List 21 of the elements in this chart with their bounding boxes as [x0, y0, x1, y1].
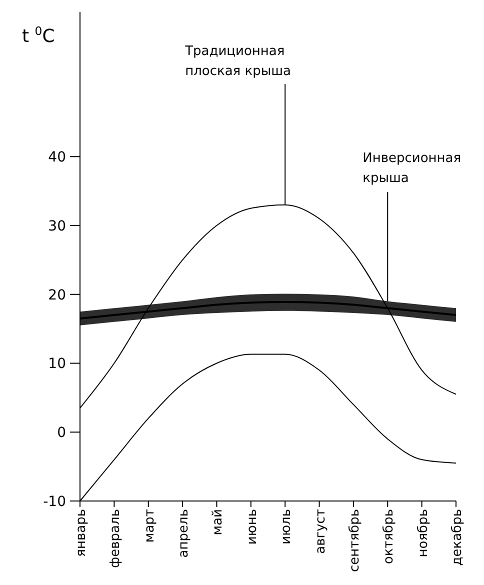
x-tick-label: февраль [108, 509, 124, 568]
y-tick-label: 30 [48, 218, 66, 234]
x-tick-label: апрель [176, 509, 192, 558]
x-tick-label: ноябрь [416, 509, 431, 558]
x-tick-label: август [313, 508, 328, 554]
x-tick-label: октябрь [382, 509, 397, 564]
x-tick-label: июль [279, 509, 294, 544]
x-tick-label: декабрь [450, 509, 465, 566]
y-axis-title: t $^{0}$C [22, 24, 55, 47]
y-tick-label: -10 [43, 494, 66, 510]
y-tick-label: 10 [48, 356, 66, 372]
x-tick-label: сентябрь [347, 509, 362, 572]
annotation: Традиционная плоская крыша [184, 44, 292, 79]
x-tick-label: июнь [244, 509, 260, 545]
annotation: Инверсионная крыша [362, 151, 462, 186]
y-tick-label: 0 [57, 425, 66, 442]
y-tick-label: 40 [48, 150, 66, 166]
x-tick-label: март [142, 508, 158, 543]
x-tick-label: январь [74, 509, 89, 557]
x-tick-label: май [210, 509, 226, 536]
y-tick-label: 20 [48, 287, 66, 304]
